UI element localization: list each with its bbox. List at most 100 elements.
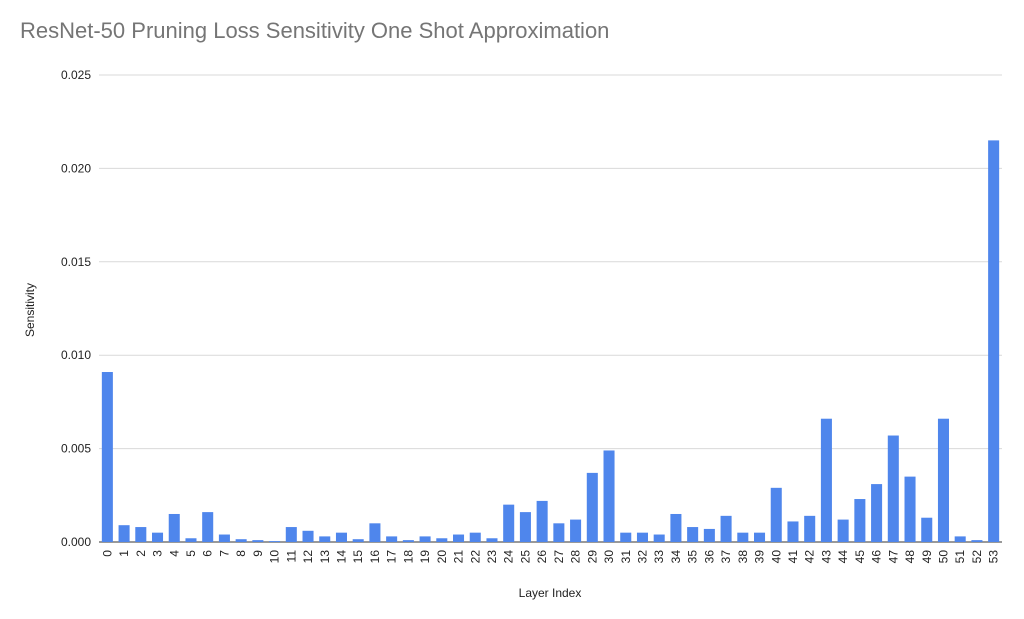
x-tick-label: 38	[736, 550, 750, 564]
y-tick-label: 0.015	[61, 255, 91, 269]
x-tick-label: 39	[753, 550, 767, 564]
x-tick-label: 28	[569, 550, 583, 564]
x-tick-label: 23	[485, 550, 499, 564]
bar	[469, 532, 481, 542]
x-tick-label: 37	[719, 550, 733, 564]
x-tick-label: 51	[953, 550, 967, 564]
bar	[152, 532, 164, 542]
x-tick-label: 10	[268, 550, 282, 564]
bar	[335, 532, 347, 542]
bar	[921, 517, 933, 542]
bar	[971, 540, 983, 542]
x-tick-label: 22	[468, 550, 482, 564]
bar	[904, 476, 916, 542]
bar	[570, 519, 582, 542]
x-tick-label: 8	[234, 550, 248, 557]
x-tick-label: 0	[100, 550, 114, 557]
bar	[603, 450, 615, 542]
x-tick-label: 16	[368, 550, 382, 564]
bars	[101, 140, 1000, 542]
bar	[419, 536, 431, 542]
x-tick-label: 35	[686, 550, 700, 564]
x-axis-label: Layer Index	[519, 586, 582, 600]
x-tick-label: 50	[936, 550, 950, 564]
x-tick-label: 32	[635, 550, 649, 564]
x-tick-label: 36	[702, 550, 716, 564]
x-tick-label: 4	[167, 550, 181, 557]
bar	[185, 538, 197, 542]
bar	[352, 539, 364, 542]
bar	[302, 530, 314, 542]
x-tick-label: 40	[769, 550, 783, 564]
x-tick-label: 5	[184, 550, 198, 557]
bar	[135, 527, 147, 542]
x-tick-label: 7	[217, 550, 231, 557]
y-axis-ticks: 0.000 0.005 0.010 0.015 0.020 0.025	[61, 68, 91, 549]
bar	[787, 521, 799, 542]
bar	[620, 532, 632, 542]
bar	[670, 513, 682, 542]
x-tick-label: 42	[803, 550, 817, 564]
x-tick-label: 31	[619, 550, 633, 564]
bar	[887, 435, 899, 542]
bar	[820, 418, 832, 542]
x-tick-label: 2	[134, 550, 148, 557]
bar	[101, 372, 113, 542]
bar	[285, 527, 297, 542]
x-tick-label: 44	[836, 550, 850, 564]
x-tick-label: 15	[351, 550, 365, 564]
bar	[687, 527, 699, 542]
x-tick-label: 20	[435, 550, 449, 564]
x-tick-label: 45	[853, 550, 867, 564]
bar	[754, 532, 766, 542]
bar	[988, 140, 1000, 542]
bar	[252, 540, 264, 542]
bar	[436, 538, 448, 542]
bar	[720, 515, 732, 542]
y-tick-label: 0.020	[61, 161, 91, 175]
x-tick-label: 14	[334, 550, 348, 564]
x-tick-label: 33	[652, 550, 666, 564]
x-tick-label: 17	[385, 550, 399, 564]
y-axis-label: Sensitivity	[23, 283, 37, 337]
bar	[636, 532, 648, 542]
x-tick-label: 53	[987, 550, 1001, 564]
bar	[954, 536, 966, 542]
bar	[703, 528, 715, 542]
x-tick-label: 52	[970, 550, 984, 564]
bar	[402, 540, 414, 542]
bar	[770, 487, 782, 542]
bar	[937, 418, 949, 542]
bar	[202, 512, 214, 542]
bar	[503, 504, 515, 542]
bar	[553, 523, 565, 542]
bar	[118, 525, 130, 542]
x-tick-label: 48	[903, 550, 917, 564]
x-tick-label: 6	[201, 550, 215, 557]
x-tick-label: 29	[585, 550, 599, 564]
x-tick-label: 41	[786, 550, 800, 564]
x-tick-label: 21	[452, 550, 466, 564]
chart-title: ResNet-50 Pruning Loss Sensitivity One S…	[20, 18, 610, 43]
bar	[804, 515, 816, 542]
bar	[218, 534, 230, 542]
x-tick-label: 30	[602, 550, 616, 564]
bar	[319, 536, 331, 542]
bar	[369, 523, 381, 542]
bar	[453, 534, 465, 542]
x-tick-label: 43	[819, 550, 833, 564]
x-tick-label: 13	[318, 550, 332, 564]
bar	[653, 534, 665, 542]
x-axis-ticks: 0 1 2 3 4 5 6 7 8 9 10 11 12 13 14 15 16 17 18 19 20 21 22 23 24…	[100, 550, 1000, 564]
bar	[235, 539, 247, 542]
bar	[737, 532, 749, 542]
bar	[536, 500, 548, 542]
bar	[168, 513, 180, 542]
x-tick-label: 26	[535, 550, 549, 564]
x-tick-label: 34	[669, 550, 683, 564]
bar	[269, 541, 281, 542]
bar	[854, 499, 866, 542]
y-tick-label: 0.010	[61, 348, 91, 362]
bar	[519, 512, 531, 542]
bar	[586, 472, 598, 542]
